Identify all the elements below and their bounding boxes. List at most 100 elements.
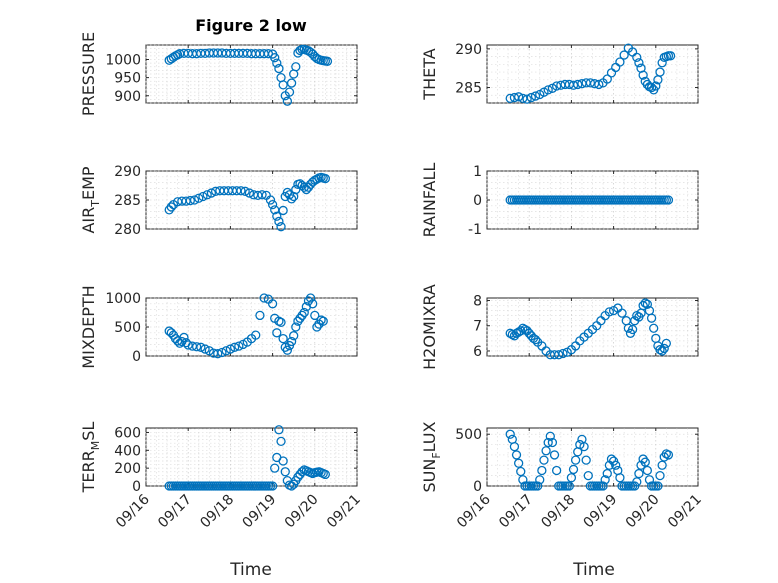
- data-point: [663, 450, 674, 460]
- data-point: [644, 475, 655, 485]
- data-point: [535, 475, 545, 485]
- data-point: [602, 468, 612, 479]
- data-point: [640, 298, 650, 308]
- y-tick-label: 900: [114, 89, 141, 105]
- y-tick-label: 290: [114, 164, 141, 180]
- y-tick-label: 0: [132, 479, 141, 495]
- data-point: [655, 470, 665, 481]
- data-point: [191, 342, 202, 352]
- data-point: [507, 329, 517, 340]
- data-point: [278, 333, 288, 344]
- data-point: [217, 347, 227, 358]
- data-point: [611, 460, 621, 470]
- data-point: [280, 467, 290, 477]
- y-tick-label: 600: [114, 425, 141, 441]
- data-point: [583, 470, 593, 481]
- data-point: [509, 441, 520, 452]
- data-point: [657, 346, 667, 356]
- data-point: [551, 465, 562, 476]
- data-point: [240, 186, 250, 196]
- data-series: [505, 195, 674, 205]
- data-point: [278, 205, 288, 216]
- data-point: [272, 328, 282, 338]
- data-point: [185, 195, 195, 206]
- subplot-h2omixra: 6 7 8 H2OMIXRA: [420, 284, 699, 370]
- data-point: [251, 330, 261, 340]
- data-point: [558, 348, 568, 359]
- y-axis-label: H2OMIXRA: [420, 284, 439, 370]
- y-axis-label: AIRTEMP: [79, 166, 102, 233]
- data-point: [278, 456, 288, 466]
- data-point: [600, 475, 610, 485]
- y-axis-label: THETA: [420, 48, 439, 100]
- y-axis-label: PRESSURE: [79, 32, 98, 116]
- data-point: [234, 341, 244, 351]
- data-point: [634, 58, 644, 68]
- y-tick-label: 0: [473, 193, 482, 209]
- data-point: [282, 345, 293, 355]
- data-point: [284, 87, 295, 97]
- data-point: [225, 344, 236, 354]
- data-point: [291, 322, 301, 332]
- data-point: [272, 58, 282, 68]
- data-series: [164, 44, 333, 106]
- data-point: [623, 323, 634, 333]
- data-point: [511, 450, 522, 460]
- data-point: [514, 92, 524, 102]
- data-point: [539, 455, 549, 465]
- data-point: [289, 331, 299, 341]
- data-point: [634, 468, 644, 479]
- data-point: [282, 187, 293, 198]
- data-point: [322, 56, 333, 66]
- data-point: [573, 79, 583, 90]
- data-point: [649, 323, 659, 333]
- data-point: [274, 425, 284, 435]
- data-point: [189, 195, 200, 205]
- y-tick-label: 1000: [105, 291, 141, 307]
- data-point: [267, 481, 278, 491]
- data-point: [202, 190, 212, 200]
- data-point: [257, 190, 267, 200]
- data-series: [505, 429, 674, 491]
- data-point: [545, 431, 555, 441]
- data-point: [206, 188, 217, 198]
- y-tick-label: 200: [114, 461, 141, 477]
- figure-title: Figure 2 low: [195, 16, 307, 35]
- data-point: [255, 310, 265, 321]
- subplot-rainfall: -1 0 1 RAINFALL: [420, 163, 699, 238]
- data-point: [566, 473, 577, 483]
- y-axis-label: RAINFALL: [420, 163, 439, 238]
- y-tick-label: 8: [473, 294, 482, 310]
- data-point: [286, 78, 297, 88]
- data-point: [280, 342, 290, 352]
- data-point: [320, 173, 331, 184]
- data-point: [265, 195, 276, 205]
- y-axis-label: MIXDEPTH: [79, 285, 98, 368]
- data-point: [640, 457, 650, 467]
- data-point: [530, 334, 541, 345]
- subplot-theta: 285 290 THETA: [420, 42, 699, 104]
- data-point: [282, 96, 293, 106]
- data-point: [619, 50, 629, 60]
- data-point: [602, 74, 612, 84]
- data-point: [655, 345, 665, 355]
- data-point: [604, 307, 615, 317]
- data-point: [320, 469, 331, 480]
- y-tick-label: 7: [473, 319, 482, 335]
- y-tick-label: 285: [114, 193, 141, 209]
- data-point: [310, 310, 320, 321]
- data-point: [526, 92, 536, 103]
- y-tick-label: 500: [455, 427, 482, 443]
- data-point: [617, 308, 627, 318]
- data-point: [299, 307, 309, 318]
- data-point: [598, 481, 608, 491]
- data-point: [657, 58, 667, 68]
- data-point: [638, 70, 648, 80]
- data-point: [659, 343, 669, 354]
- data-point: [516, 466, 526, 477]
- subplot-air-temp: 280 285 290 AIRTEMP: [79, 164, 358, 238]
- data-point: [276, 222, 286, 232]
- x-axis-label-right: Time: [572, 560, 615, 580]
- data-point: [291, 62, 301, 72]
